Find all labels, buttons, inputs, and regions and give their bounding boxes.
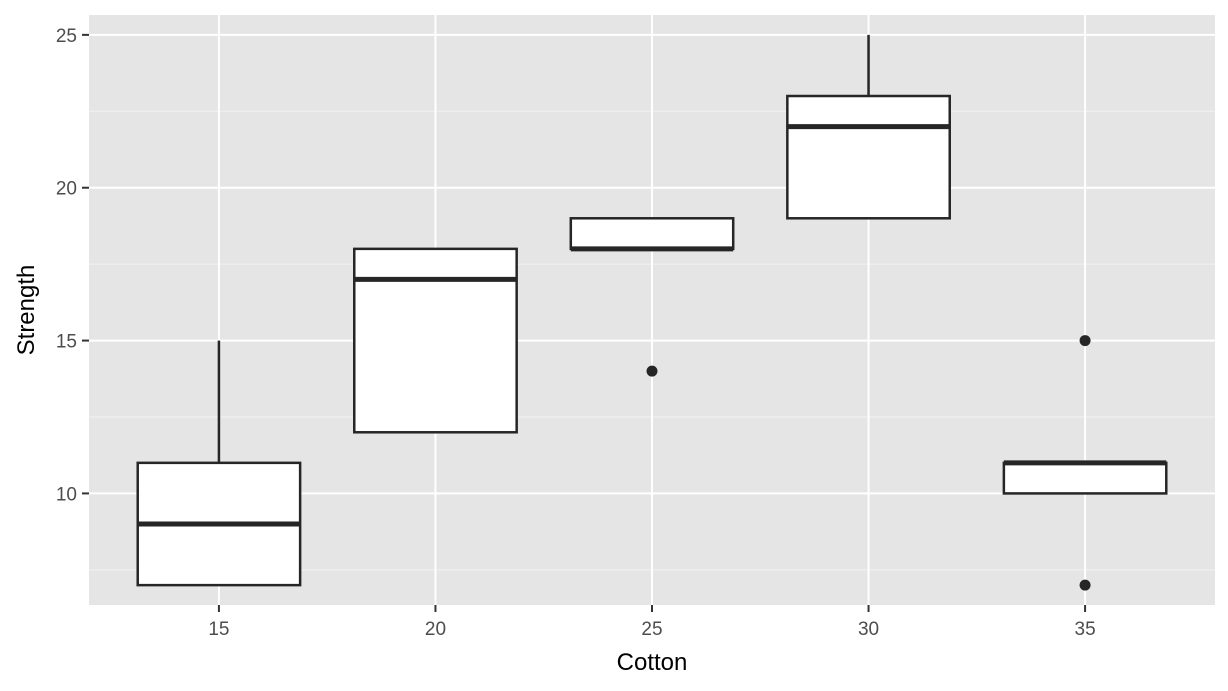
x-axis-title: Cotton — [617, 649, 688, 676]
box — [786, 94, 951, 220]
box — [353, 247, 518, 434]
box — [1002, 461, 1168, 495]
box-group-35 — [1002, 335, 1168, 591]
y-tick-label: 20 — [56, 179, 77, 200]
outlier-point — [646, 365, 658, 377]
box-group-25 — [569, 217, 735, 377]
box — [569, 217, 735, 251]
box-group-15 — [136, 340, 302, 587]
y-tick-label: 10 — [56, 484, 77, 505]
x-tick-label: 25 — [641, 619, 662, 640]
box-marks — [136, 34, 1168, 591]
x-tick-label: 20 — [425, 619, 446, 640]
box-group-30 — [786, 34, 951, 220]
axes: 10 15 20 25 15 20 25 30 35 — [56, 26, 1096, 640]
outlier-point — [1079, 335, 1091, 347]
outlier-point — [1079, 579, 1091, 591]
x-tick-label: 35 — [1075, 619, 1096, 640]
x-tick-label: 15 — [208, 619, 229, 640]
y-axis-title: Strength — [13, 265, 40, 356]
y-tick-label: 15 — [56, 332, 77, 353]
box-group-20 — [353, 247, 518, 434]
y-tick-label: 25 — [56, 26, 77, 47]
x-tick-label: 30 — [858, 619, 879, 640]
